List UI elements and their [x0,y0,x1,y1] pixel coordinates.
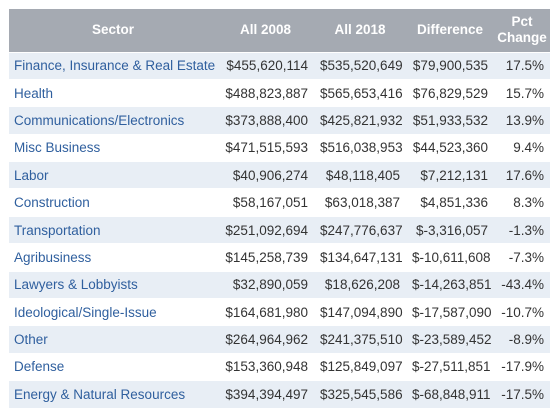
all-2018-cell: $516,038,953 [314,133,406,162]
pct-change-cell: 15.7% [494,78,550,107]
header-all-2018[interactable]: All 2018 [314,9,406,52]
table-row: Lawyers & Lobbyists $32,890,059 $18,626,20… [9,270,550,299]
table-row: Communications/Electronics $373,888,400 $4… [9,106,550,135]
sector-spending-table: Sector All 2008 All 2018 Difference Pct … [9,9,550,409]
table-row: Health $488,823,887 $565,653,416 $76,829,52… [9,78,550,107]
sector-cell[interactable]: Defense [9,352,217,381]
all-2018-cell: $48,118,405 [314,161,406,189]
all-2018-cell: $247,776,637 [314,215,406,244]
all-2008-cell: $455,620,114 [217,51,314,80]
table-row: Misc Business $471,515,593 $516,038,953 $44… [9,133,550,162]
pct-change-cell: 17.5% [494,51,550,80]
all-2018-cell: $18,626,208 [314,270,406,299]
table-row: Other $264,964,962 $241,375,510 $-23,589,45… [9,325,550,354]
table-row: Energy & Natural Resources $394,394,497 $3… [9,380,550,409]
all-2018-cell: $134,647,131 [314,243,406,272]
table-row: Agribusiness $145,258,739 $134,647,131 $-10… [9,243,550,272]
sector-cell[interactable]: Lawyers & Lobbyists [9,270,217,299]
difference-cell: $-17,587,090 [406,298,494,326]
table-row: Ideological/Single-Issue $164,681,980 $147… [9,298,550,326]
table-row: Transportation $251,092,694 $247,776,637 $-… [9,215,550,244]
sector-cell[interactable]: Misc Business [9,133,217,162]
header-sector[interactable]: Sector [9,9,217,52]
all-2008-cell: $164,681,980 [217,298,314,326]
table-row: Construction $58,167,051 $63,018,387 $4,851… [9,188,550,217]
header-difference[interactable]: Difference [406,9,494,52]
sector-cell[interactable]: Health [9,78,217,107]
difference-cell: $4,851,336 [406,188,494,217]
table-body: Finance, Insurance & Real Estate $455,620… [9,51,550,409]
all-2018-cell: $241,375,510 [314,325,406,354]
all-2008-cell: $394,394,497 [217,380,314,409]
all-2008-cell: $153,360,948 [217,352,314,381]
sector-table-container: Sector All 2008 All 2018 Difference Pct … [9,9,550,409]
header-pct-line1: Pct [511,14,533,30]
all-2018-cell: $147,094,890 [314,298,406,326]
table-row: Labor $40,906,274 $48,118,405 $7,212,131 17.… [9,161,550,189]
pct-change-cell: 9.4% [494,133,550,162]
sector-cell[interactable]: Energy & Natural Resources [9,380,217,409]
table-header: Sector All 2008 All 2018 Difference Pct … [9,9,550,52]
difference-cell: $-68,848,911 [406,380,494,409]
all-2008-cell: $145,258,739 [217,243,314,272]
difference-cell: $-10,611,608 [406,243,494,272]
pct-change-cell: -7.3% [494,243,550,272]
pct-change-cell: -43.4% [494,270,550,299]
all-2018-cell: $325,545,586 [314,380,406,409]
pct-change-cell: 8.3% [494,188,550,217]
pct-change-cell: -17.9% [494,352,550,381]
all-2008-cell: $471,515,593 [217,133,314,162]
all-2008-cell: $251,092,694 [217,215,314,244]
sector-cell[interactable]: Finance, Insurance & Real Estate [9,51,217,80]
all-2018-cell: $425,821,932 [314,106,406,135]
sector-cell[interactable]: Transportation [9,215,217,244]
all-2008-cell: $264,964,962 [217,325,314,354]
all-2018-cell: $63,018,387 [314,188,406,217]
sector-cell[interactable]: Agribusiness [9,243,217,272]
difference-cell: $76,829,529 [406,78,494,107]
all-2008-cell: $32,890,059 [217,270,314,299]
pct-change-cell: -1.3% [494,215,550,244]
all-2008-cell: $58,167,051 [217,188,314,217]
difference-cell: $79,900,535 [406,51,494,80]
pct-change-cell: -17.5% [494,380,550,409]
pct-change-cell: 17.6% [494,161,550,189]
sector-cell[interactable]: Ideological/Single-Issue [9,298,217,326]
sector-cell[interactable]: Communications/Electronics [9,106,217,135]
all-2018-cell: $535,520,649 [314,51,406,80]
header-all-2008[interactable]: All 2008 [217,9,314,52]
table-row: Defense $153,360,948 $125,849,097 $-27,511,… [9,352,550,381]
sector-cell[interactable]: Labor [9,161,217,189]
header-pct-line2: Change [497,30,547,46]
difference-cell: $-3,316,057 [406,215,494,244]
difference-cell: $7,212,131 [406,161,494,189]
difference-cell: $51,933,532 [406,106,494,135]
all-2008-cell: $373,888,400 [217,106,314,135]
sector-cell[interactable]: Other [9,325,217,354]
pct-change-cell: 13.9% [494,106,550,135]
difference-cell: $-14,263,851 [406,270,494,299]
table-row: Finance, Insurance & Real Estate $455,620… [9,51,550,80]
difference-cell: $-27,511,851 [406,352,494,381]
pct-change-cell: -10.7% [494,298,550,326]
sector-cell[interactable]: Construction [9,188,217,217]
difference-cell: $-23,589,452 [406,325,494,354]
difference-cell: $44,523,360 [406,133,494,162]
all-2008-cell: $40,906,274 [217,161,314,189]
pct-change-cell: -8.9% [494,325,550,354]
all-2018-cell: $565,653,416 [314,78,406,107]
all-2018-cell: $125,849,097 [314,352,406,381]
header-pct-change[interactable]: Pct Change [494,9,550,52]
all-2008-cell: $488,823,887 [217,78,314,107]
header-row: Sector All 2008 All 2018 Difference Pct … [9,9,550,52]
